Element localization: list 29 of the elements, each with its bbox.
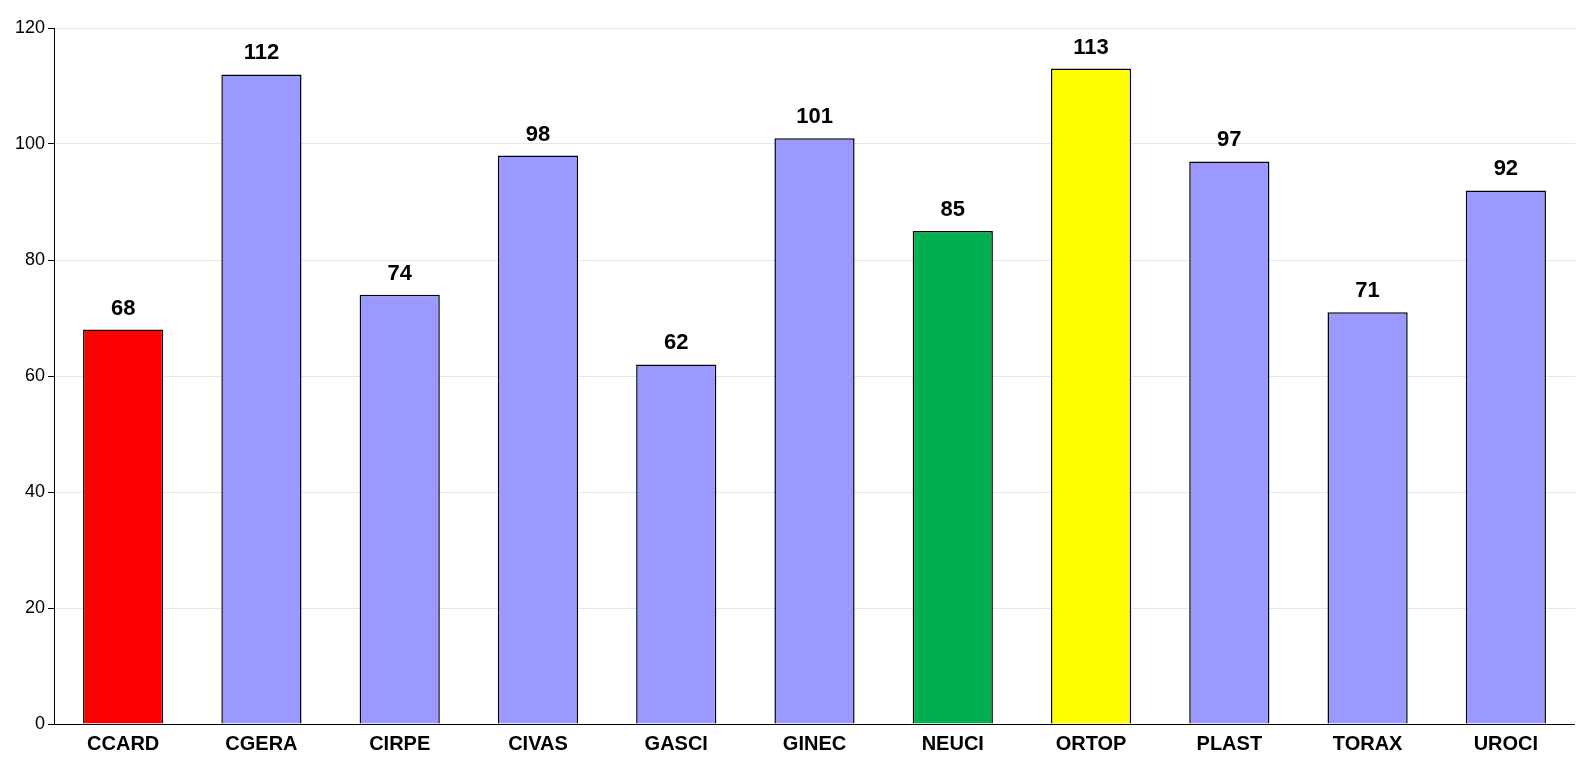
data-label: 85	[940, 196, 966, 222]
x-tick-label: ORTOP	[1055, 731, 1127, 754]
y-tick-label: 120	[14, 16, 46, 37]
x-tick-label: GASCI	[644, 731, 708, 754]
x-tick-label: CCARD	[87, 731, 160, 754]
x-tick-label: NEUCI	[921, 731, 984, 754]
data-label: 92	[1493, 155, 1519, 181]
data-label: 101	[796, 103, 833, 129]
x-tick-label: TORAX	[1332, 731, 1404, 754]
x-tick-label: GINEC	[782, 731, 847, 754]
y-tick-label: 20	[25, 596, 46, 617]
y-tick-label: 40	[25, 480, 46, 501]
data-label: 113	[1073, 33, 1109, 59]
y-tick-label: 100	[14, 132, 46, 153]
y-tick-label: 60	[25, 364, 46, 385]
x-tick-label: CIVAS	[508, 731, 568, 754]
data-label: 71	[1355, 277, 1380, 303]
x-tick-label: PLAST	[1196, 731, 1263, 754]
data-label: 97	[1217, 126, 1242, 152]
data-label: 68	[110, 294, 136, 320]
x-tick-label: UROCI	[1473, 731, 1539, 754]
data-label: 74	[387, 259, 413, 285]
x-tick-label: CIRPE	[369, 731, 431, 754]
data-label: 62	[664, 329, 689, 355]
y-tick-label: 0	[35, 712, 46, 733]
data-label: 112	[243, 39, 280, 65]
x-tick-label: CGERA	[225, 731, 298, 754]
data-label: 98	[525, 120, 551, 146]
y-tick-label: 80	[25, 248, 46, 269]
